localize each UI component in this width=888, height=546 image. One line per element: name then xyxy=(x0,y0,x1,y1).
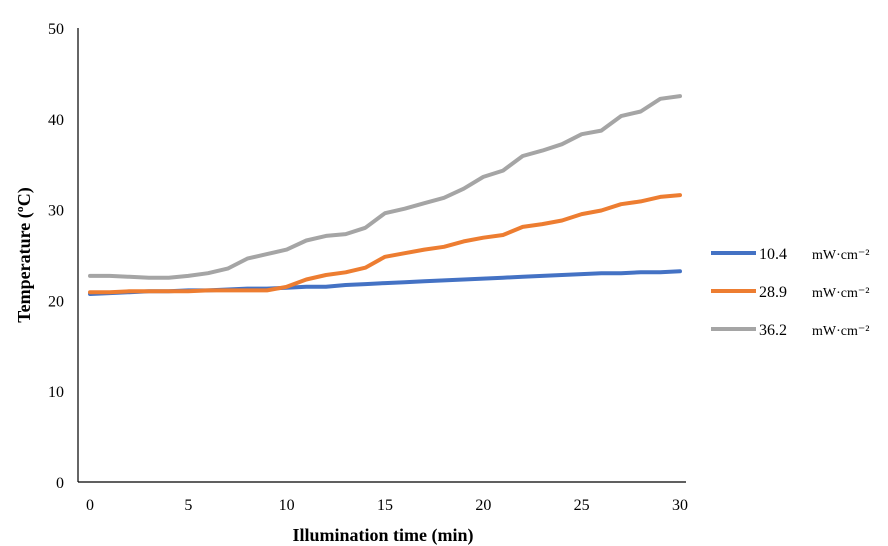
series-line-36.2 xyxy=(88,94,682,280)
y-tick-label: 20 xyxy=(48,293,64,310)
legend-item: 10.4 mW·cm⁻² xyxy=(711,246,869,263)
y-tick-label: 50 xyxy=(48,21,64,38)
x-tick-label: 30 xyxy=(672,497,688,514)
legend-unit: mW·cm⁻² xyxy=(812,248,869,263)
series-line-28.9 xyxy=(88,193,682,295)
legend-item: 36.2 mW·cm⁻² xyxy=(711,322,869,339)
y-tick-label: 0 xyxy=(56,475,64,492)
x-tick-label: 25 xyxy=(574,497,590,514)
legend-unit: mW·cm⁻² xyxy=(812,286,869,301)
x-tick-label: 5 xyxy=(184,497,192,514)
y-axis-title: Temperature (ºC) xyxy=(14,187,35,322)
y-tick-label: 40 xyxy=(48,112,64,129)
legend: 10.4 mW·cm⁻² 28.9 mW·cm⁻² 36.2 mW·cm⁻² xyxy=(711,246,869,339)
x-tick-label: 20 xyxy=(475,497,491,514)
legend-label: 10.4 xyxy=(759,246,787,263)
y-tick-labels: 0 10 20 30 40 50 xyxy=(48,21,64,492)
x-tick-labels: 0 5 10 15 20 25 30 xyxy=(86,497,688,514)
series-lines xyxy=(88,94,682,296)
legend-item: 28.9 mW·cm⁻² xyxy=(711,284,869,301)
legend-label: 28.9 xyxy=(759,284,787,301)
legend-label: 36.2 xyxy=(759,322,787,339)
legend-unit: mW·cm⁻² xyxy=(812,324,869,339)
x-axis-title: Illumination time (min) xyxy=(292,525,473,546)
y-tick-label: 10 xyxy=(48,384,64,401)
y-tick-label: 30 xyxy=(48,203,64,220)
x-tick-label: 0 xyxy=(86,497,94,514)
x-tick-label: 10 xyxy=(279,497,295,514)
x-tick-label: 15 xyxy=(377,497,393,514)
axes xyxy=(77,28,686,483)
